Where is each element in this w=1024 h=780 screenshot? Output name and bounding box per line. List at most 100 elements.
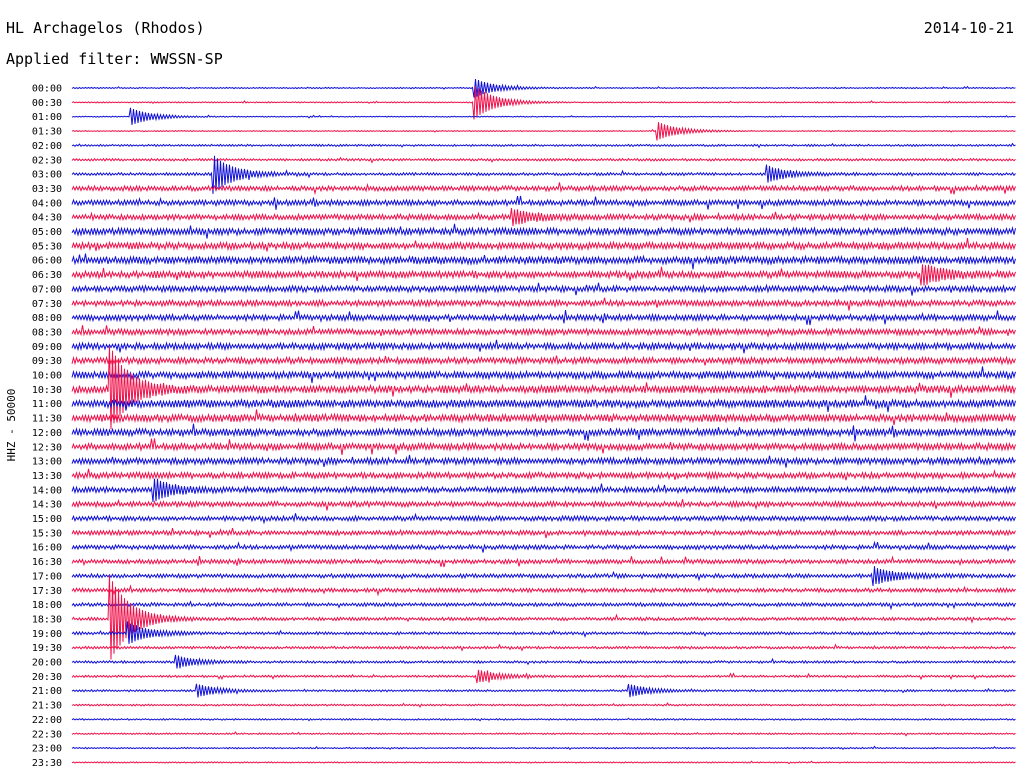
row-tick-label: 02:30 (32, 155, 62, 166)
row-tick-label: 15:00 (32, 514, 62, 525)
trace-line (71, 195, 1016, 210)
trace-line (71, 238, 1016, 252)
row-tick-label: 16:30 (32, 557, 62, 568)
row-tick-label: 19:00 (32, 629, 62, 640)
row-tick-label: 00:30 (32, 98, 62, 109)
trace-line (71, 540, 1016, 553)
trace-line (71, 438, 1016, 455)
trace-line (71, 643, 1016, 652)
row-tick-label: 19:30 (32, 643, 62, 654)
row-tick-label: 12:00 (32, 428, 62, 439)
row-tick-label: 18:30 (32, 614, 62, 625)
row-tick-label: 16:00 (32, 543, 62, 554)
row-tick-label: 17:30 (32, 586, 62, 597)
trace-line (71, 310, 1016, 326)
row-tick-label: 12:30 (32, 442, 62, 453)
trace-line (71, 264, 1016, 286)
row-tick-label: 01:00 (32, 112, 62, 123)
row-tick-label: 17:00 (32, 571, 62, 582)
row-tick-label: 07:30 (32, 299, 62, 310)
row-tick-label: 06:00 (32, 256, 62, 267)
y-axis-label: HHZ - 50000 (5, 389, 18, 462)
row-tick-label: 02:00 (32, 141, 62, 152)
row-tick-label: 03:30 (32, 184, 62, 195)
row-tick-label: 10:30 (32, 385, 62, 396)
row-tick-label: 00:00 (32, 84, 62, 95)
trace-line (71, 223, 1016, 239)
row-tick-label: 14:00 (32, 485, 62, 496)
row-tick-label: 08:00 (32, 313, 62, 324)
row-tick-label: 15:30 (32, 528, 62, 539)
trace-line (71, 355, 1016, 366)
station-title: HL Archagelos (Rhodos) (6, 19, 205, 37)
row-tick-label: 09:00 (32, 342, 62, 353)
row-tick-label: 03:00 (32, 170, 62, 181)
trace-line (71, 454, 1016, 468)
trace-line (71, 282, 1016, 296)
row-tick-label: 22:30 (32, 729, 62, 740)
row-tick-label: 20:00 (32, 658, 62, 669)
row-tick-label: 21:00 (32, 686, 62, 697)
trace-line (71, 423, 1016, 442)
row-tick-label: 06:30 (32, 270, 62, 281)
trace-line (71, 584, 1016, 597)
trace-line (71, 555, 1016, 568)
row-tick-label: 13:00 (32, 457, 62, 468)
row-tick-label: 04:30 (32, 213, 62, 224)
trace-line (71, 498, 1016, 511)
row-tick-label: 11:30 (32, 414, 62, 425)
record-date: 2014-10-21 (923, 19, 1014, 37)
trace-line (71, 600, 1016, 611)
trace-line (71, 566, 1016, 586)
row-tick-label: 13:30 (32, 471, 62, 482)
trace-line (71, 107, 1016, 125)
trace-line (71, 122, 1016, 141)
trace-line (71, 575, 1016, 660)
trace-line (71, 142, 1016, 149)
trace-line (71, 346, 1016, 430)
row-tick-label: 14:30 (32, 500, 62, 511)
trace-line (71, 208, 1016, 227)
row-tick-label: 08:30 (32, 327, 62, 338)
trace-line (71, 409, 1016, 426)
row-tick-label: 05:30 (32, 241, 62, 252)
trace-line (71, 731, 1016, 737)
trace-line (71, 156, 1016, 164)
row-tick-label: 23:00 (32, 744, 62, 755)
row-tick-label: 01:30 (32, 127, 62, 138)
trace-line (71, 669, 1016, 684)
row-tick-label: 11:00 (32, 399, 62, 410)
trace-line (71, 478, 1016, 502)
trace-line (71, 717, 1016, 722)
trace-line (71, 79, 1016, 98)
row-tick-label: 18:00 (32, 600, 62, 611)
trace-line (71, 253, 1016, 270)
row-tick-label: 07:00 (32, 284, 62, 295)
trace-line (71, 182, 1016, 196)
trace-line (71, 86, 1016, 120)
row-tick-labels: 00:00 00:30 01:00 01:30 02:00 02:30 03:00 03:30… (32, 84, 62, 769)
trace-line (71, 155, 1016, 194)
row-tick-label: 10:00 (32, 371, 62, 382)
trace-line (71, 325, 1016, 338)
trace-line (71, 654, 1016, 669)
row-tick-label: 20:30 (32, 672, 62, 683)
row-tick-label: 09:30 (32, 356, 62, 367)
trace-line (71, 512, 1016, 525)
row-tick-label: 04:00 (32, 198, 62, 209)
trace-line (71, 760, 1016, 765)
trace-line (71, 339, 1016, 354)
trace-line (71, 702, 1016, 708)
row-tick-label: 21:30 (32, 701, 62, 712)
trace-line (71, 468, 1016, 481)
trace-group (71, 79, 1016, 765)
trace-line (71, 745, 1016, 751)
trace-line (71, 527, 1016, 539)
row-tick-label: 22:00 (32, 715, 62, 726)
trace-line (71, 297, 1016, 311)
row-tick-label: 05:00 (32, 227, 62, 238)
trace-line (71, 395, 1016, 413)
row-tick-label: 23:30 (32, 758, 62, 769)
trace-line (71, 683, 1016, 698)
